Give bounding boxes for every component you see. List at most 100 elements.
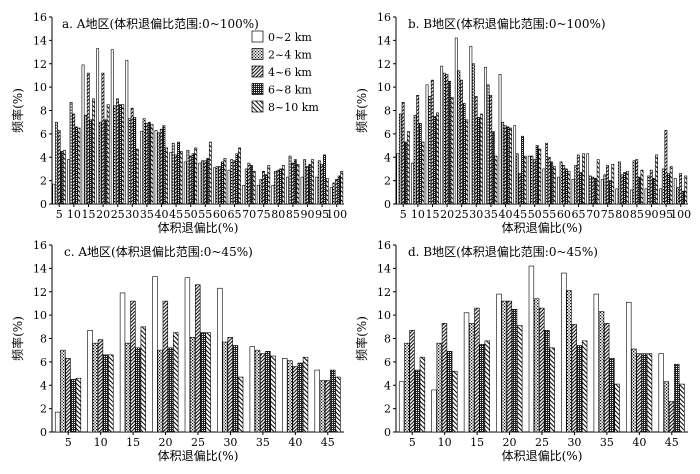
bar-b-s0-c16: [630, 189, 633, 205]
bar-a-s2-c10: [203, 160, 207, 205]
bar-d-s4-c6: [614, 383, 620, 433]
bar-a-s0-c13: [242, 185, 246, 205]
y-tick-label: 10: [377, 81, 391, 94]
bar-c-s1-c6: [254, 349, 261, 433]
bar-b-s1-c0: [399, 113, 402, 205]
x-tick-label: 45: [665, 436, 679, 449]
panel-title: c. A地区(体积退偏比范围:0~45%): [64, 244, 253, 259]
bar-d-s0-c2: [463, 312, 470, 433]
bar-b-s0-c1: [411, 162, 414, 205]
y-tick-label: 4: [384, 151, 391, 164]
y-tick-label: 8: [40, 105, 47, 118]
bar-b-s0-c13: [586, 153, 590, 205]
bar-a-s2-c0: [57, 130, 61, 205]
bar-a-s1-c15: [274, 170, 277, 205]
bar-c-s2-c8: [324, 380, 331, 433]
bar-a-s1-c6: [142, 118, 146, 205]
y-tick-label: 2: [384, 403, 391, 416]
bar-b-s0-c10: [542, 168, 546, 205]
x-tick-label: 90: [301, 208, 315, 221]
bar-a-s2-c18: [320, 163, 324, 205]
bar-b-s3-c1: [418, 123, 422, 205]
bar-c-s0-c8: [314, 369, 320, 433]
bar-b-s0-c15: [615, 188, 619, 205]
bar-b-s3-c13: [594, 177, 597, 205]
bar-a-s0-c0: [52, 183, 56, 205]
bar-b-s1-c4: [457, 70, 461, 205]
x-tick-label: 10: [67, 208, 81, 221]
bar-c-s1-c1: [92, 342, 98, 433]
y-tick-label: 14: [33, 262, 47, 275]
x-tick-label: 65: [228, 208, 242, 221]
bar-a-s2-c7: [159, 128, 163, 205]
bar-c-s4-c6: [270, 355, 276, 433]
bar-a-s0-c6: [140, 131, 143, 205]
y-tick-label: 10: [377, 309, 391, 322]
x-tick-label: 5: [65, 436, 72, 449]
x-tick-label: 80: [271, 208, 285, 221]
bar-a-s0-c14: [256, 185, 260, 205]
bar-b-s1-c19: [676, 187, 680, 205]
y-tick-label: 4: [40, 379, 47, 392]
bar-a-s0-c2: [81, 64, 85, 205]
x-axis-label: 体积退偏比(%): [502, 220, 583, 235]
chart-legend: 0~2 km 2~4 km 4~6 km 6~8 km 8~10 km: [251, 30, 319, 114]
bar-c-s1-c3: [157, 349, 163, 433]
bar-b-s2-c8: [518, 173, 522, 205]
bar-a-s3-c10: [206, 158, 210, 205]
bar-c-s0-c3: [152, 276, 158, 433]
bar-b-s3-c7: [506, 126, 510, 205]
legend-label-2: 4~6 km: [268, 66, 312, 79]
bar-c-s1-c5: [222, 341, 228, 433]
bar-a-s2-c9: [189, 155, 192, 205]
bar-d-s3-c4: [544, 330, 550, 433]
bar-d-s4-c3: [517, 325, 523, 433]
bar-a-s0-c11: [213, 167, 216, 205]
bar-a-s0-c5: [125, 59, 129, 205]
bar-b-s1-c11: [559, 161, 563, 205]
y-tick-label: 8: [384, 333, 391, 346]
bar-a-s3-c18: [323, 154, 326, 205]
bar-b-s2-c5: [474, 96, 478, 205]
x-tick-label: 20: [96, 208, 110, 221]
bar-a-s3-c9: [191, 153, 195, 205]
bar-b-s4-c1: [421, 141, 425, 205]
bar-d-s3-c5: [576, 345, 583, 433]
x-tick-label: 90: [645, 208, 659, 221]
bar-a-s0-c9: [183, 161, 187, 205]
y-axis-label: 频率(%): [10, 88, 25, 133]
y-tick-label: 16: [33, 11, 47, 24]
y-tick-label: 14: [377, 34, 391, 47]
y-tick-label: 0: [384, 198, 391, 211]
bar-c-s0-c0: [54, 411, 61, 433]
x-tick-label: 20: [159, 436, 173, 449]
bar-a-s4-c2: [92, 98, 95, 205]
bar-a-s4-c14: [267, 165, 271, 205]
bar-a-s1-c16: [288, 155, 292, 205]
bar-a-s2-c19: [335, 179, 338, 205]
x-tick-label: 60: [213, 208, 227, 221]
y-tick-label: 0: [40, 426, 47, 439]
bar-d-s0-c4: [528, 265, 535, 433]
bar-a-s4-c19: [340, 170, 344, 205]
bar-b-s2-c18: [664, 130, 668, 205]
bar-c-s1-c0: [60, 349, 66, 433]
bar-a-s1-c13: [244, 168, 248, 205]
bar-a-s3-c15: [279, 168, 283, 205]
bar-b-s3-c19: [681, 190, 685, 205]
bar-a-s0-c1: [67, 159, 70, 205]
bar-d-s2-c3: [506, 300, 513, 433]
bar-b-s2-c3: [445, 73, 449, 205]
bar-a-s3-c7: [162, 125, 166, 205]
bar-b-s0-c2: [425, 84, 429, 205]
bar-a-s1-c18: [317, 160, 321, 205]
x-axis-label: 体积退偏比(%): [158, 220, 239, 235]
bar-b-s0-c9: [527, 155, 531, 205]
bar-d-s1-c5: [566, 290, 572, 433]
bar-b-s1-c17: [647, 175, 651, 205]
bar-a-s3-c14: [264, 174, 268, 205]
bar-d-s1-c2: [469, 323, 475, 433]
bar-b-s3-c5: [477, 117, 481, 205]
bar-d-s4-c2: [484, 340, 490, 433]
